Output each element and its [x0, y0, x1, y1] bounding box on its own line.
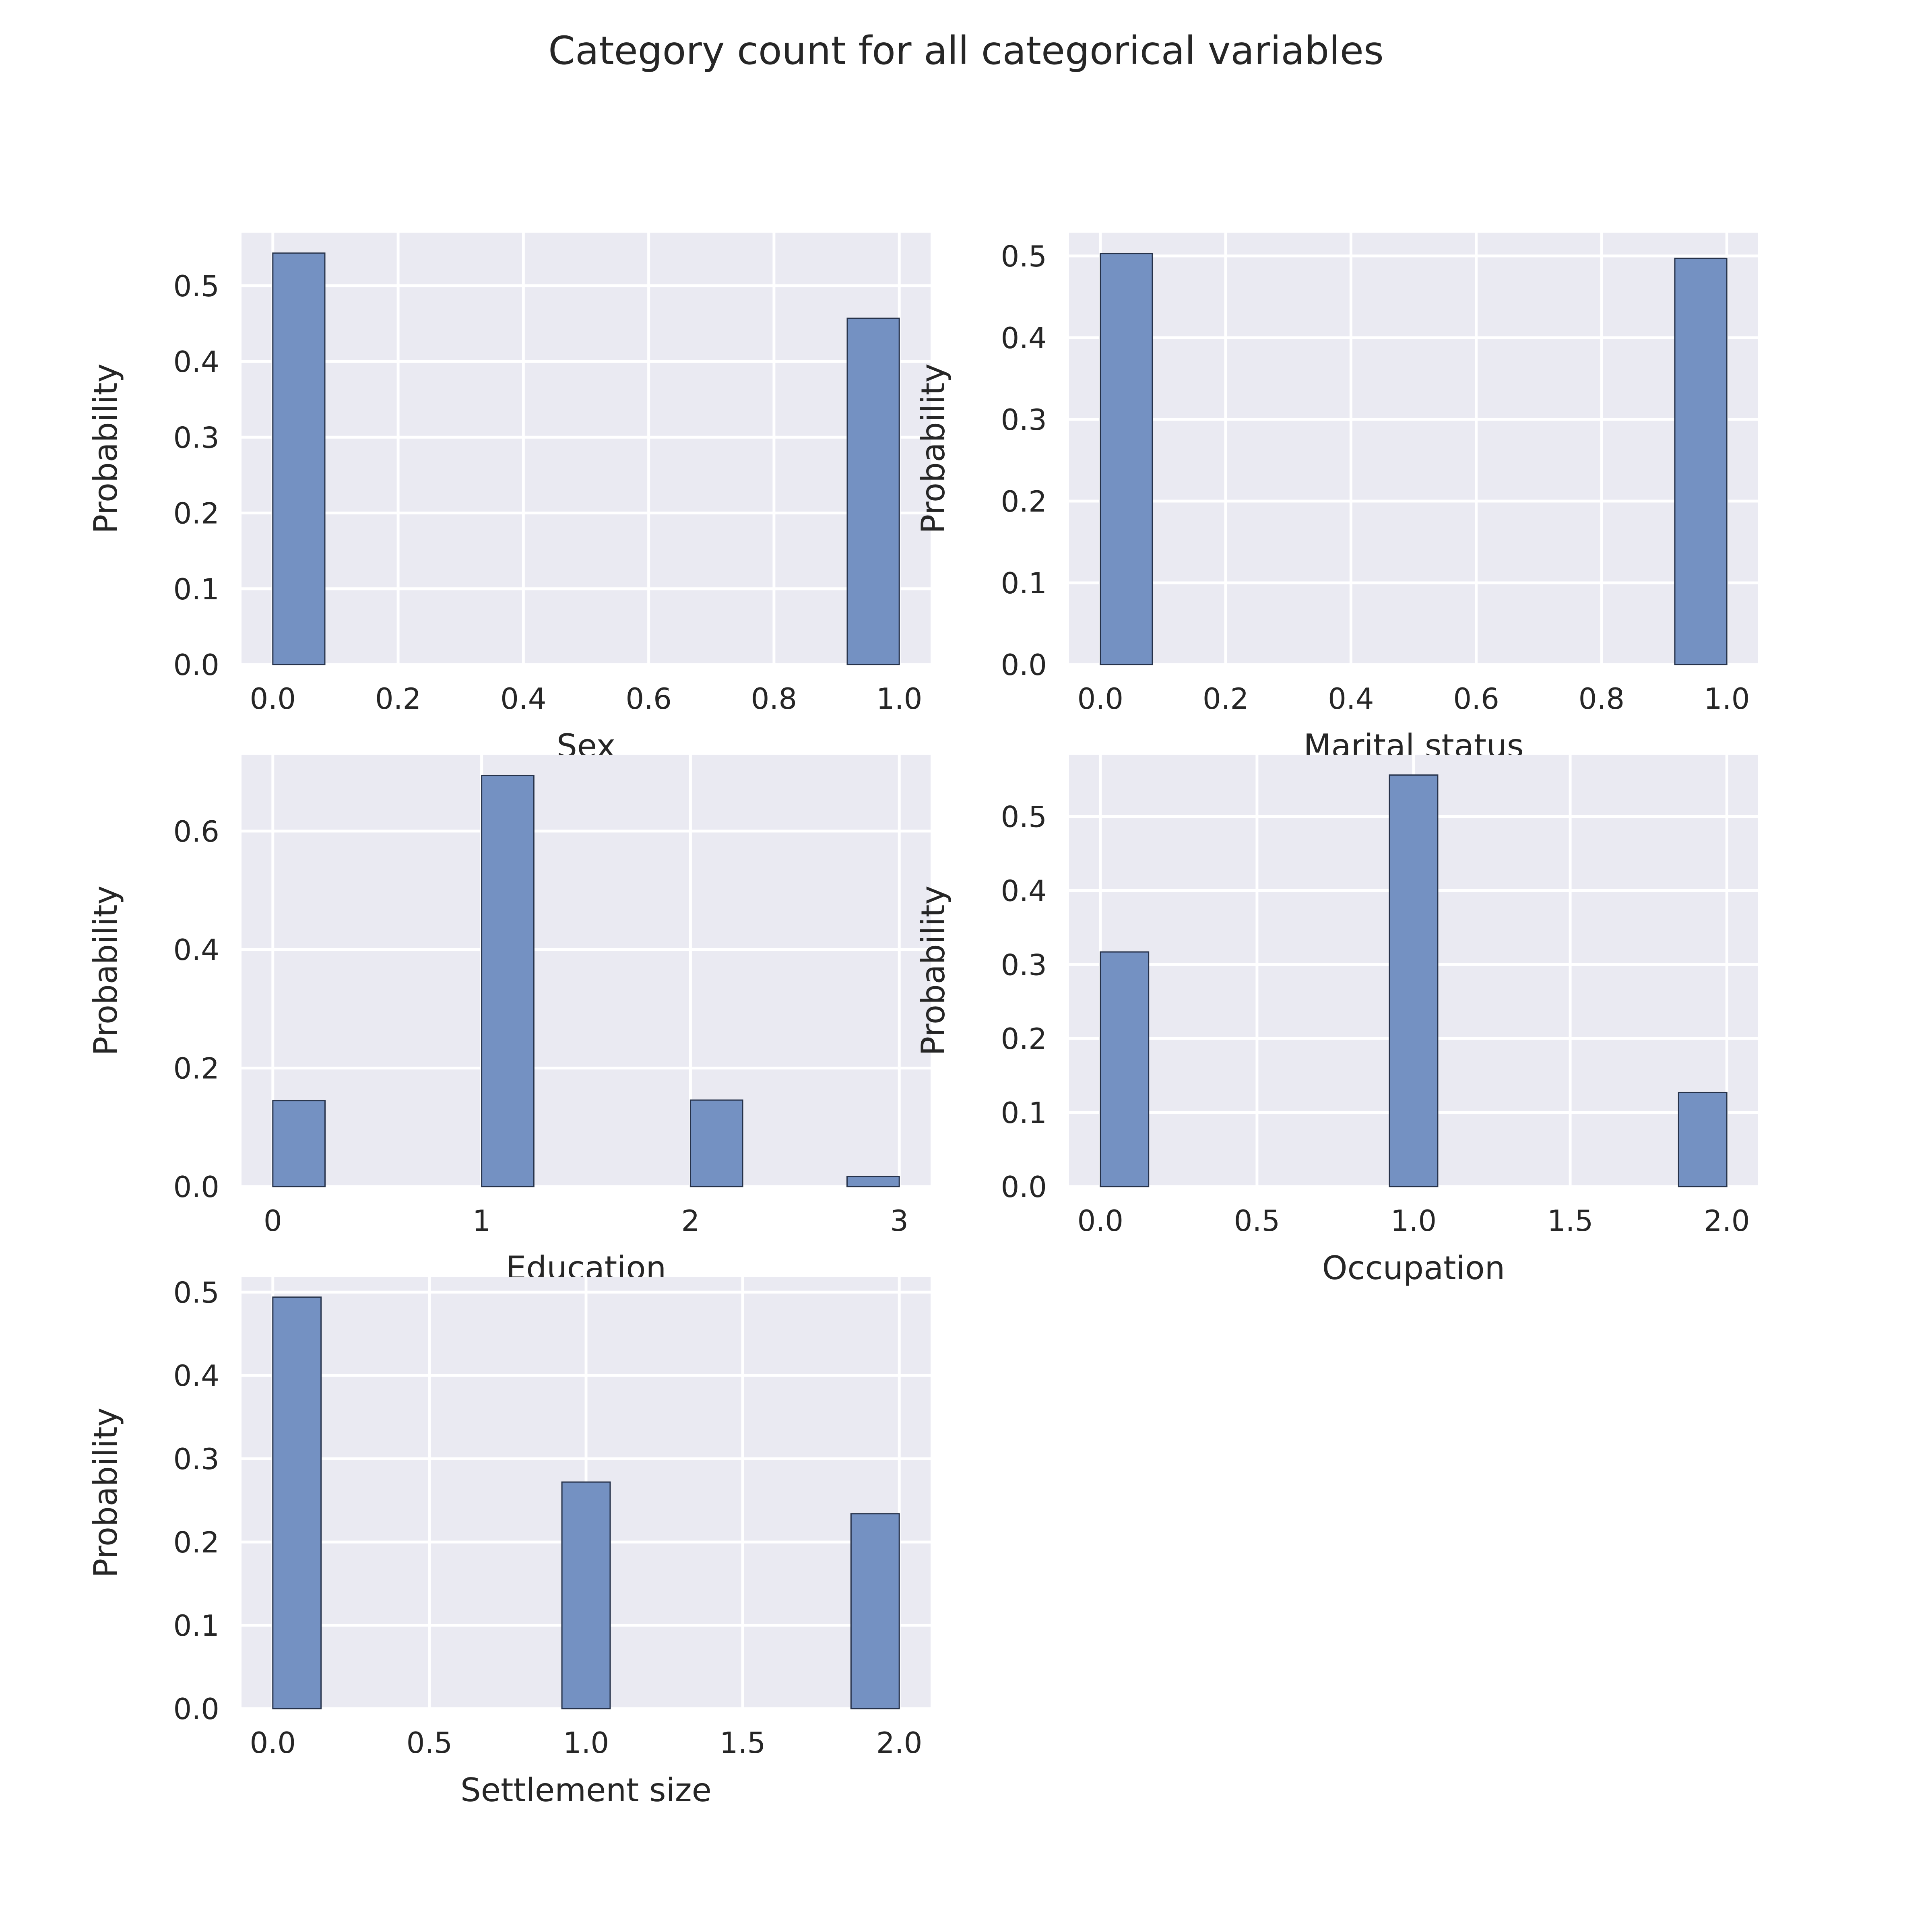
bar [1389, 774, 1439, 1187]
bar [272, 1100, 326, 1187]
x-tick-label: 0.6 [625, 682, 672, 716]
bar [1678, 1092, 1728, 1187]
bar [481, 775, 535, 1187]
x-tick-label: 1.0 [1704, 682, 1750, 716]
x-axis-label: Settlement size [460, 1771, 712, 1809]
y-tick-label: 0.4 [1001, 874, 1047, 908]
y-tick-label: 0.2 [173, 1052, 219, 1086]
bar [1100, 951, 1150, 1187]
subplot-4: 0.0 0.5 1.0 1.5 2.0 0.0 0.1 0.2 0.3 0.4 0.5 Occupat… [914, 755, 1758, 1287]
x-tick-label: 0.0 [250, 682, 296, 716]
y-tick-label: 0.2 [173, 497, 219, 530]
x-tick-label: 0.0 [250, 1726, 296, 1760]
x-tick-label: 2 [681, 1204, 700, 1238]
x-tick-label: 0.4 [500, 682, 547, 716]
x-tick-label: 0 [264, 1204, 282, 1238]
x-tick-label: 0.5 [407, 1726, 453, 1760]
x-tick-label: 0.4 [1328, 682, 1374, 716]
y-tick-label: 0.0 [173, 648, 219, 682]
x-tick-label: 1 [473, 1204, 491, 1238]
y-tick-label: 0.5 [1001, 800, 1047, 834]
x-tick-label: 1.0 [563, 1726, 609, 1760]
y-tick-label: 0.3 [173, 1442, 219, 1476]
y-axis-label: Probability [914, 363, 952, 534]
y-tick-label: 0.1 [1001, 566, 1047, 600]
y-tick-label: 0.6 [173, 815, 219, 848]
y-tick-label: 0.1 [173, 1609, 219, 1643]
bar [850, 1513, 900, 1709]
y-tick-label: 0.0 [173, 1692, 219, 1726]
y-tick-label: 0.4 [173, 933, 219, 967]
x-tick-label: 1.0 [1391, 1204, 1437, 1238]
x-tick-label: 1.0 [876, 682, 923, 716]
subplot-5: 0.0 0.5 1.0 1.5 2.00.00.10.20.30.40.5Settlem… [87, 1276, 931, 1809]
x-tick-label: 3 [890, 1204, 908, 1238]
figure-title: Category count for all categorical varia… [548, 28, 1384, 73]
x-tick-label: 0.0 [1077, 682, 1124, 716]
axes-background [242, 755, 931, 1187]
x-tick-label: 0.2 [375, 682, 421, 716]
bar [272, 1296, 322, 1709]
y-tick-label: 0.0 [1001, 1170, 1047, 1204]
bar [272, 252, 326, 665]
x-tick-label: 0.8 [1579, 682, 1625, 716]
x-tick-label: 2.0 [1704, 1204, 1750, 1238]
x-tick-label: 0.2 [1203, 682, 1249, 716]
x-axis-label: Occupation [1322, 1249, 1505, 1287]
y-tick-label: 0.5 [173, 1276, 219, 1309]
y-tick-label: 0.2 [1001, 485, 1047, 518]
y-tick-label: 0.0 [173, 1170, 219, 1204]
y-tick-label: 0.5 [173, 269, 219, 303]
axes-background [242, 233, 931, 665]
y-tick-label: 0.0 [1001, 648, 1047, 682]
y-tick-label: 0.4 [173, 1359, 219, 1393]
y-tick-label: 0.5 [1001, 239, 1047, 273]
bar [846, 1176, 900, 1187]
y-tick-label: 0.3 [173, 421, 219, 454]
x-tick-label: 0.5 [1234, 1204, 1280, 1238]
bar [846, 318, 900, 665]
x-tick-label: 1.5 [1547, 1204, 1593, 1238]
bar [689, 1099, 743, 1187]
bar [1674, 258, 1728, 665]
subplot-2: 0.0 0.2 0.4 0.6 0.8 1.00.00.10.20.30.40.5Mari… [914, 233, 1758, 765]
y-axis-label: Probability [87, 886, 124, 1056]
y-tick-label: 0.2 [1001, 1022, 1047, 1056]
y-tick-label: 0.2 [173, 1525, 219, 1559]
y-tick-label: 0.4 [1001, 321, 1047, 355]
y-tick-label: 0.1 [173, 572, 219, 606]
x-tick-label: 0.6 [1453, 682, 1499, 716]
bar [1100, 253, 1153, 665]
y-axis-label: Probability [914, 886, 952, 1056]
y-axis-label: Probability [87, 363, 124, 534]
bar [561, 1481, 611, 1709]
x-tick-label: 2.0 [876, 1726, 923, 1760]
y-axis-label: Probability [87, 1408, 124, 1578]
subplot-1: 0.0 0.2 0.4 0.6 0.8 1.00.00.10.20.30.40.5SexP… [87, 233, 931, 765]
y-tick-label: 0.4 [173, 345, 219, 379]
y-tick-label: 0.3 [1001, 403, 1047, 437]
x-tick-label: 0.0 [1077, 1204, 1124, 1238]
x-tick-label: 1.5 [720, 1726, 766, 1760]
x-tick-label: 0.8 [751, 682, 797, 716]
axes-background [1069, 233, 1758, 665]
y-tick-label: 0.1 [1001, 1096, 1047, 1130]
y-tick-label: 0.3 [1001, 948, 1047, 982]
